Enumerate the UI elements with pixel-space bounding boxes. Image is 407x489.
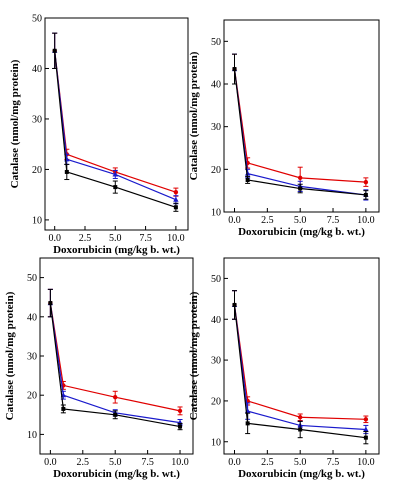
data-point [174, 205, 178, 209]
chart-panel-bottom-right: 0.0 2.5 5.0 7.5 10.0 10 20 30 40 50 Doxorubicin (m… [188, 258, 379, 480]
data-point [113, 185, 117, 189]
y-axis-label: Catalase (nmol/mg protein) [9, 59, 21, 188]
x-tick-label: 7.5 [327, 215, 340, 226]
y-tick-label: 50 [211, 37, 221, 48]
data-point [298, 428, 302, 432]
y-tick-label: 40 [27, 312, 37, 323]
series-line [235, 69, 366, 182]
data-point [364, 436, 368, 440]
series-triangle [48, 289, 183, 425]
data-point [364, 193, 368, 197]
data-point [246, 421, 250, 425]
x-tick-label: 7.5 [141, 457, 154, 468]
plot-frame [45, 18, 188, 230]
data-point [48, 301, 52, 305]
x-tick-label: 0.0 [48, 233, 61, 244]
data-point [233, 67, 237, 71]
x-tick-label: 7.5 [139, 233, 152, 244]
y-axis-label: Catalase (nmol/mg protein) [188, 51, 200, 180]
y-tick-label: 40 [32, 64, 42, 75]
data-point [233, 303, 237, 307]
data-point [113, 395, 117, 399]
x-tick-label: 2.5 [261, 215, 274, 226]
x-tick-label: 10.0 [357, 457, 375, 468]
data-point [298, 415, 302, 419]
x-tick-label: 2.5 [261, 457, 274, 468]
chart-panel-top-left: 0.0 2.5 5.0 7.5 10.0 10 20 30 40 50 Doxorubicin (m… [9, 14, 188, 257]
y-tick-label: 20 [27, 391, 37, 402]
data-point [113, 413, 117, 417]
series-triangle [232, 291, 369, 434]
x-tick-label: 2.5 [79, 233, 92, 244]
data-point [364, 180, 368, 184]
series-line [235, 305, 366, 430]
data-point [246, 178, 250, 182]
y-tick-label: 20 [211, 165, 221, 176]
x-tick-label: 0.0 [44, 457, 57, 468]
series-circle [232, 54, 368, 188]
x-tick-label: 10.0 [357, 215, 375, 226]
x-axis-label: Doxorubicin (mg/kg b. wt.) [238, 468, 365, 480]
x-tick-label: 2.5 [77, 457, 90, 468]
y-tick-label: 40 [211, 80, 221, 91]
y-tick-label: 10 [32, 215, 42, 226]
x-axis-label: Doxorubicin (mg/kg b. wt.) [238, 226, 365, 238]
y-tick-label: 30 [211, 356, 221, 367]
data-point [61, 407, 65, 411]
x-tick-label: 5.0 [294, 457, 307, 468]
y-tick-label: 20 [211, 396, 221, 407]
y-tick-label: 30 [27, 352, 37, 363]
x-tick-label: 7.5 [327, 457, 340, 468]
chart-panel-top-right: 0.0 2.5 5.0 7.5 10.0 10 20 30 40 50 Doxorubicin (m… [188, 20, 379, 238]
data-point [298, 176, 302, 180]
y-tick-label: 10 [27, 430, 37, 441]
y-axis-label: Catalase (nmol/mg protein) [4, 291, 16, 420]
y-tick-label: 10 [211, 208, 221, 219]
data-point [53, 49, 57, 53]
data-point [174, 190, 178, 194]
data-point [245, 171, 250, 176]
x-tick-label: 10.0 [167, 233, 185, 244]
x-tick-label: 5.0 [294, 215, 307, 226]
series-square [48, 289, 183, 429]
y-tick-label: 50 [32, 14, 42, 25]
series-triangle [52, 33, 179, 204]
y-tick-label: 10 [211, 437, 221, 448]
x-tick-label: 5.0 [109, 457, 122, 468]
x-tick-label: 0.0 [228, 215, 241, 226]
series-line [50, 303, 180, 423]
y-tick-label: 50 [27, 273, 37, 284]
series-line [235, 305, 366, 419]
x-tick-label: 5.0 [109, 233, 122, 244]
y-tick-label: 20 [32, 165, 42, 176]
series-circle [48, 289, 183, 414]
series-circle [232, 291, 368, 423]
data-point [298, 187, 302, 191]
x-tick-label: 0.0 [228, 457, 241, 468]
x-axis-label: Doxorubicin (mg/kg b. wt.) [53, 468, 180, 480]
data-point [364, 417, 368, 421]
y-tick-label: 30 [32, 114, 42, 125]
data-point [178, 425, 182, 429]
series-line [50, 303, 180, 426]
y-tick-label: 40 [211, 315, 221, 326]
y-tick-label: 50 [211, 274, 221, 285]
data-point [65, 170, 69, 174]
x-tick-label: 10.0 [171, 457, 189, 468]
series-square [52, 33, 178, 211]
data-point [178, 409, 182, 413]
y-tick-label: 30 [211, 122, 221, 133]
x-axis-label: Doxorubicin (mg/kg b. wt.) [53, 244, 180, 256]
y-axis-label: Catalase (nmol/mg protein) [188, 291, 200, 420]
chart-panel-bottom-left: 0.0 2.5 5.0 7.5 10.0 10 20 30 40 50 Doxorubicin (m… [4, 258, 193, 480]
